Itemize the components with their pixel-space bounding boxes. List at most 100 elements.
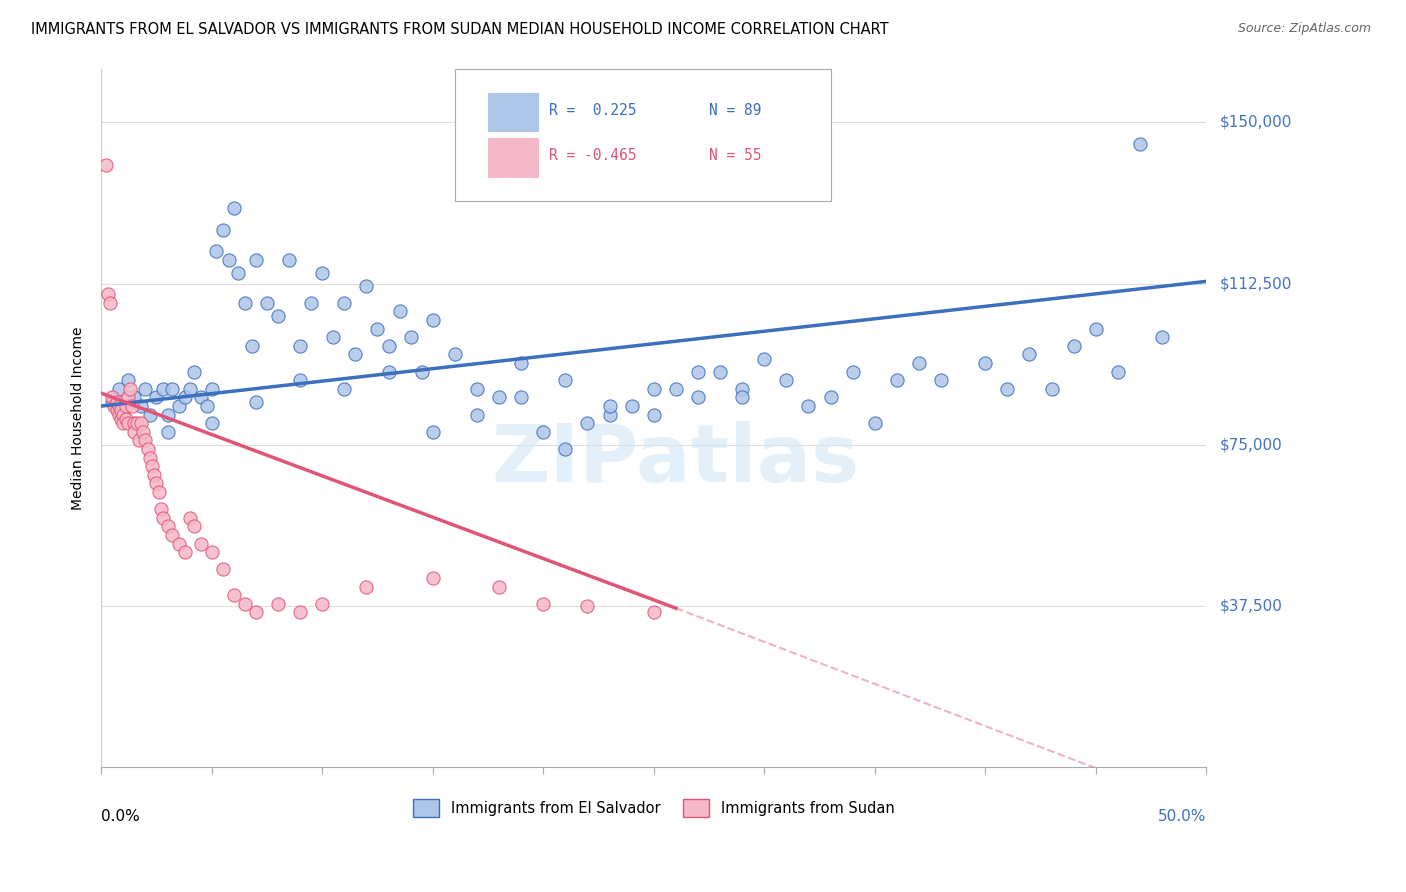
Point (195, 399, 218, 413)
Point (105, 403, 128, 417)
Text: $75,000: $75,000 (1220, 437, 1282, 452)
Point (160, 528, 183, 542)
Point (141, 459, 163, 474)
Point (356, 580, 378, 594)
Point (117, 373, 139, 387)
Text: $112,500: $112,500 (1220, 276, 1292, 291)
Point (156, 519, 179, 533)
Point (145, 476, 167, 491)
Point (1018, 347, 1040, 361)
Point (754, 351, 776, 366)
Point (110, 412, 132, 426)
Point (105, 394, 128, 409)
FancyBboxPatch shape (456, 69, 831, 202)
Point (132, 425, 155, 439)
Point (152, 511, 174, 525)
Point (124, 417, 146, 431)
Point (245, 606, 267, 620)
Point (311, 266, 333, 280)
Point (531, 425, 554, 439)
Point (686, 365, 709, 379)
Point (233, 296, 256, 310)
Point (94, 158, 117, 172)
Point (465, 408, 488, 422)
Point (333, 382, 356, 396)
Point (444, 347, 467, 361)
Point (201, 382, 224, 396)
Point (128, 434, 150, 448)
Text: N = 55: N = 55 (709, 148, 762, 163)
Point (222, 588, 245, 602)
Point (422, 571, 444, 585)
Point (554, 442, 576, 456)
Point (108, 399, 131, 413)
Point (665, 382, 688, 396)
Point (995, 382, 1018, 396)
Bar (488, 93, 537, 131)
Text: IMMIGRANTS FROM EL SALVADOR VS IMMIGRANTS FROM SUDAN MEDIAN HOUSEHOLD INCOME COR: IMMIGRANTS FROM EL SALVADOR VS IMMIGRANT… (31, 22, 889, 37)
Point (211, 562, 233, 576)
Point (148, 485, 170, 500)
Point (465, 382, 488, 396)
Text: 50.0%: 50.0% (1159, 809, 1206, 824)
Point (190, 536, 212, 550)
Point (218, 252, 240, 267)
Point (1152, 330, 1174, 344)
Point (775, 373, 797, 387)
Point (245, 252, 267, 267)
Point (129, 417, 152, 431)
Point (167, 536, 190, 550)
Text: R = -0.465: R = -0.465 (548, 148, 637, 163)
Point (134, 382, 156, 396)
Point (101, 394, 124, 409)
Point (1107, 365, 1129, 379)
Point (222, 201, 245, 215)
Text: N = 89: N = 89 (709, 103, 762, 118)
Point (1040, 382, 1063, 396)
Point (288, 606, 311, 620)
Text: $37,500: $37,500 (1220, 599, 1284, 614)
Text: 0.0%: 0.0% (101, 809, 141, 824)
Point (233, 597, 256, 611)
Point (114, 399, 136, 413)
Point (240, 339, 263, 353)
Point (411, 365, 433, 379)
Point (344, 347, 367, 361)
Point (143, 467, 166, 482)
Point (510, 356, 533, 370)
Point (1063, 339, 1085, 353)
Point (333, 296, 356, 310)
Point (124, 425, 146, 439)
Point (183, 365, 205, 379)
Point (797, 399, 820, 413)
Point (174, 391, 197, 405)
Point (134, 434, 156, 448)
Point (226, 266, 249, 280)
Point (117, 417, 139, 431)
Point (599, 408, 621, 422)
Point (160, 382, 183, 396)
Point (599, 399, 621, 413)
Point (841, 365, 863, 379)
Point (183, 519, 205, 533)
Point (112, 408, 135, 422)
Point (174, 545, 197, 559)
Text: $150,000: $150,000 (1220, 115, 1292, 129)
Text: R =  0.225: R = 0.225 (548, 103, 637, 118)
Point (356, 278, 378, 293)
Point (908, 356, 931, 370)
Point (110, 403, 132, 417)
Point (576, 417, 599, 431)
Point (510, 391, 533, 405)
Point (554, 373, 576, 387)
Point (1084, 321, 1107, 335)
Point (117, 391, 139, 405)
Point (129, 399, 152, 413)
Point (488, 580, 510, 594)
Point (731, 382, 754, 396)
Point (108, 408, 131, 422)
Point (205, 244, 228, 259)
Point (731, 391, 754, 405)
Point (149, 502, 172, 516)
Point (201, 545, 224, 559)
